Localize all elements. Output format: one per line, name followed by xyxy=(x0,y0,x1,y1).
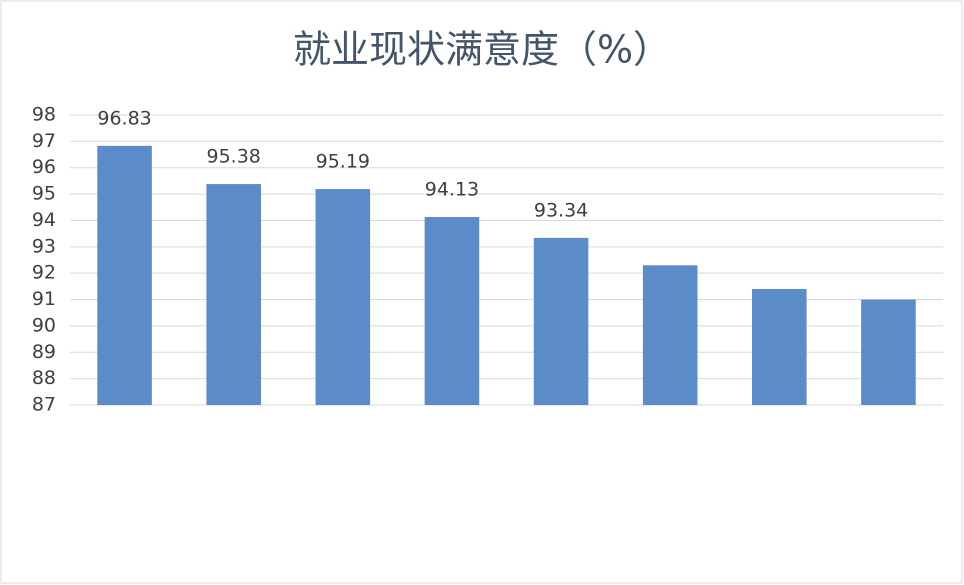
y-tick-label: 92 xyxy=(32,262,56,284)
bar xyxy=(206,184,261,405)
y-tick-label: 98 xyxy=(32,104,56,126)
y-tick-label: 87 xyxy=(32,394,56,416)
y-tick-label: 88 xyxy=(32,367,56,389)
chart-title: 就业现状满意度（%） xyxy=(293,28,671,72)
y-tick-label: 89 xyxy=(32,341,56,363)
data-label: 94.13 xyxy=(425,179,479,201)
y-tick-label: 91 xyxy=(32,288,56,310)
y-tick-label: 96 xyxy=(32,156,56,178)
y-tick-label: 90 xyxy=(32,314,56,336)
bar xyxy=(315,189,371,405)
y-tick-label: 95 xyxy=(32,183,56,205)
data-label: 95.38 xyxy=(206,146,260,168)
bar xyxy=(533,237,589,405)
data-label: 96.83 xyxy=(97,107,151,129)
bar xyxy=(97,145,152,405)
y-tick-label: 97 xyxy=(32,130,56,152)
y-tick-label: 93 xyxy=(32,235,56,257)
bar xyxy=(752,289,807,405)
y-tick-label: 94 xyxy=(32,209,56,231)
data-label: 95.19 xyxy=(316,151,370,173)
bar xyxy=(642,265,698,405)
bar xyxy=(424,217,480,405)
data-label: 93.34 xyxy=(534,199,588,221)
bar xyxy=(861,299,916,405)
